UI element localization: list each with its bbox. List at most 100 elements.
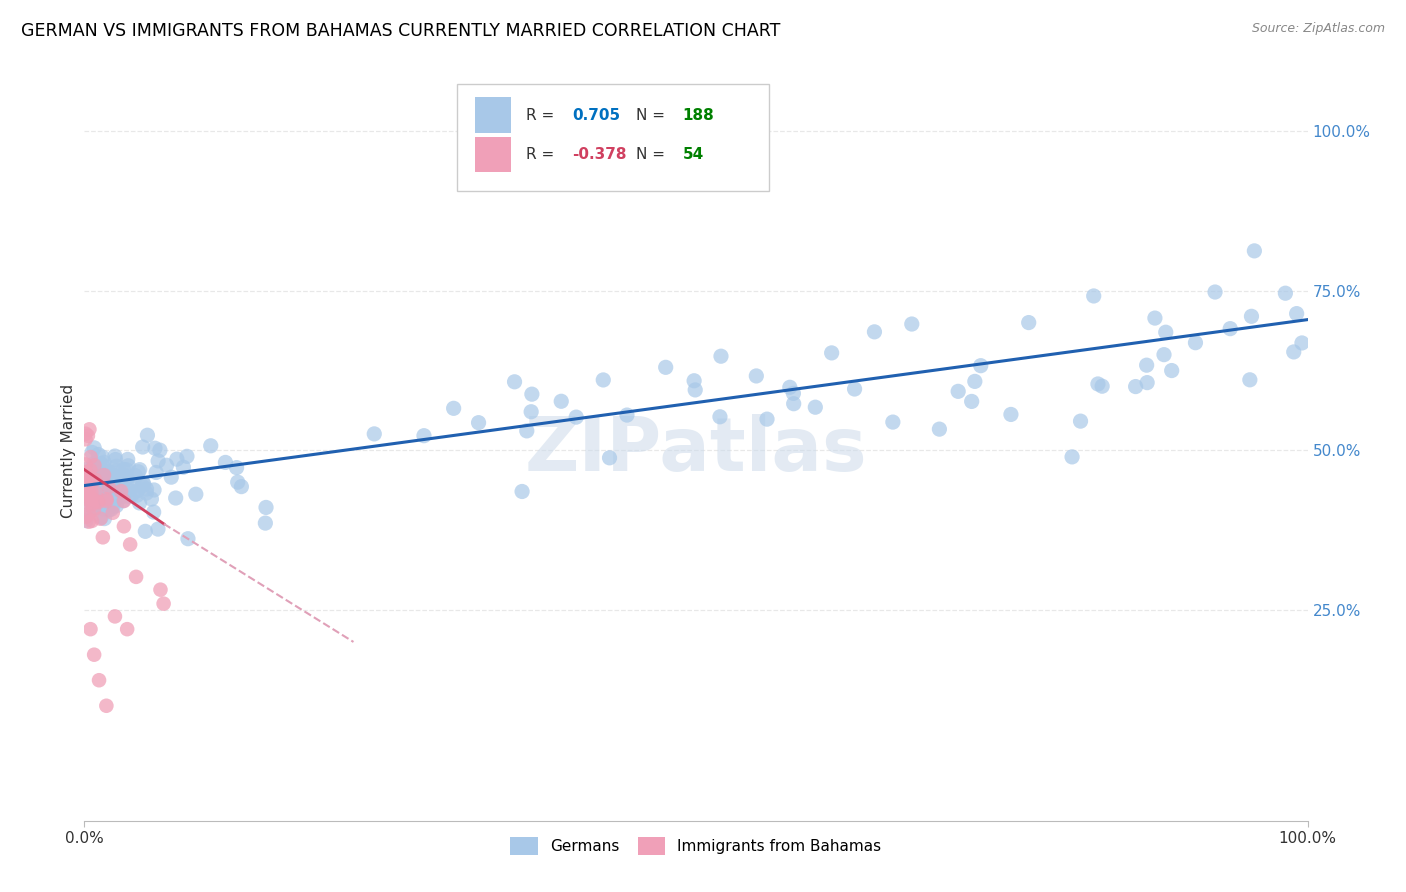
Point — [804, 401, 827, 415]
Point — [75, 466, 97, 480]
Point — [963, 375, 986, 389]
Point — [91, 467, 114, 482]
Point — [1136, 358, 1159, 372]
Point — [136, 428, 159, 442]
Point — [76, 483, 98, 497]
Point — [114, 470, 136, 484]
Point — [1087, 376, 1109, 391]
Point — [75, 466, 97, 480]
Point — [145, 466, 167, 480]
Point — [177, 532, 200, 546]
Point — [96, 698, 118, 713]
Point — [77, 507, 100, 521]
Point — [110, 484, 132, 499]
Point — [970, 359, 993, 373]
Point — [96, 492, 118, 507]
Point — [83, 458, 105, 473]
Point — [143, 483, 166, 497]
Point — [413, 428, 436, 442]
Point — [122, 476, 145, 491]
Point — [128, 463, 150, 477]
Point — [254, 516, 277, 530]
Point — [77, 515, 100, 529]
Text: 188: 188 — [682, 108, 714, 122]
Point — [172, 460, 194, 475]
Text: ZIPatlas: ZIPatlas — [524, 414, 868, 487]
Point — [616, 408, 638, 422]
Point — [98, 477, 121, 491]
Point — [783, 397, 806, 411]
FancyBboxPatch shape — [457, 84, 769, 191]
Point — [146, 454, 169, 468]
Point — [108, 480, 131, 494]
Legend: Germans, Immigrants from Bahamas: Germans, Immigrants from Bahamas — [505, 831, 887, 861]
Point — [1219, 321, 1241, 335]
Point — [100, 502, 122, 516]
Point — [1184, 335, 1206, 350]
Point — [75, 473, 97, 487]
Point — [1291, 335, 1313, 350]
Point — [254, 500, 277, 515]
Point — [96, 479, 118, 493]
Point — [520, 387, 543, 401]
Point — [75, 458, 97, 472]
Point — [520, 405, 543, 419]
Point — [226, 475, 249, 490]
Point — [1018, 316, 1040, 330]
Point — [83, 475, 105, 490]
Point — [91, 458, 114, 473]
Point — [77, 490, 100, 504]
Point — [90, 473, 112, 487]
Point — [77, 502, 100, 516]
Point — [75, 509, 97, 524]
Point — [91, 491, 114, 505]
Point — [214, 455, 236, 469]
Point — [152, 597, 174, 611]
Point — [75, 463, 97, 477]
Point — [104, 452, 127, 467]
Point — [510, 484, 533, 499]
Point — [503, 375, 526, 389]
Point — [143, 441, 166, 455]
Point — [105, 499, 128, 513]
Point — [76, 467, 98, 482]
Point — [84, 471, 107, 485]
Point — [86, 500, 108, 514]
Point — [134, 524, 156, 539]
Point — [75, 485, 97, 500]
Point — [103, 468, 125, 483]
Point — [84, 474, 107, 488]
Point — [96, 480, 118, 494]
Point — [94, 491, 117, 506]
Point — [76, 484, 98, 499]
Point — [97, 503, 120, 517]
Point — [96, 467, 118, 482]
Point — [91, 485, 114, 500]
Point — [1143, 311, 1166, 326]
Point — [1153, 348, 1175, 362]
Point — [821, 346, 844, 360]
Point — [76, 478, 98, 492]
Point — [115, 463, 138, 477]
Point — [863, 325, 886, 339]
Point — [112, 494, 135, 508]
Point — [90, 469, 112, 483]
Point — [79, 469, 101, 483]
Point — [149, 582, 172, 597]
Point — [96, 467, 118, 481]
Point — [76, 489, 98, 503]
Point — [80, 485, 103, 500]
Point — [121, 487, 143, 501]
Point — [77, 429, 100, 443]
Point — [132, 476, 155, 491]
Point — [127, 465, 149, 479]
Point — [1282, 345, 1305, 359]
Point — [1083, 289, 1105, 303]
Point — [77, 487, 100, 501]
Point — [105, 464, 128, 478]
Point — [131, 440, 153, 454]
Point — [100, 484, 122, 499]
Point — [79, 472, 101, 486]
Point — [93, 455, 115, 469]
Point — [93, 511, 115, 525]
